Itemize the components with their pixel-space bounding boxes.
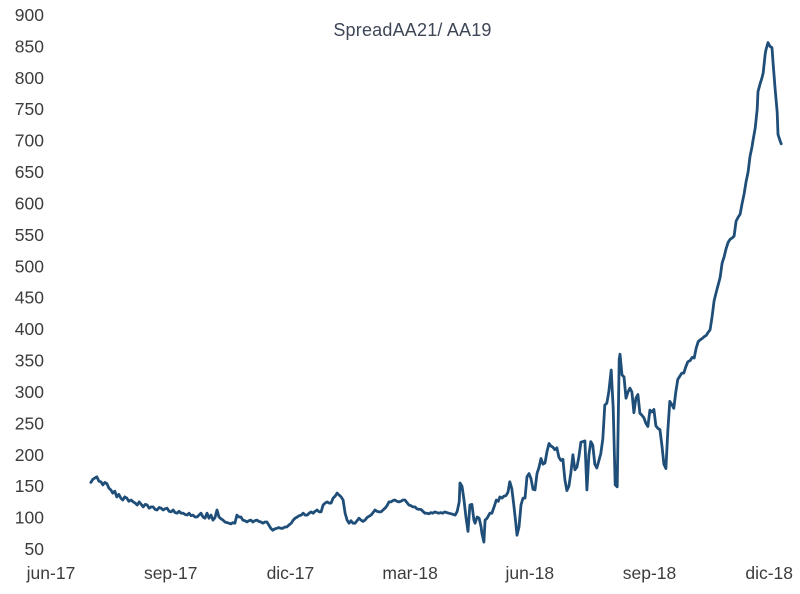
- spread-series-line: [89, 41, 783, 544]
- y-tick-label: 900: [15, 5, 44, 25]
- x-tick-label: mar-18: [382, 563, 437, 583]
- x-tick-label: jun-17: [26, 563, 76, 583]
- x-tick-label: dic-18: [745, 563, 793, 583]
- x-tick-label: dic-17: [267, 563, 315, 583]
- y-tick-label: 500: [15, 256, 44, 276]
- x-tick-label: sep-17: [144, 563, 198, 583]
- y-tick-label: 100: [15, 508, 44, 528]
- y-tick-label: 600: [15, 193, 44, 213]
- y-tick-label: 800: [15, 68, 44, 88]
- y-tick-label: 450: [15, 288, 44, 308]
- y-tick-label: 350: [15, 351, 44, 371]
- x-tick-label: sep-18: [623, 563, 677, 583]
- y-tick-label: 200: [15, 445, 44, 465]
- y-tick-label: 650: [15, 162, 44, 182]
- y-tick-label: 300: [15, 382, 44, 402]
- x-axis-tick-labels: jun-17 sep-17 dic-17 mar-18 jun-18 sep-18 dic-…: [26, 563, 793, 583]
- y-axis-tick-labels: 50 100 150 200 250 300 350 400 450 500 550 600 650 70…: [15, 5, 44, 559]
- y-tick-label: 850: [15, 36, 44, 56]
- y-tick-label: 250: [15, 413, 44, 433]
- y-tick-label: 750: [15, 99, 44, 119]
- chart-title: SpreadAA21/ AA19: [333, 20, 492, 40]
- y-tick-label: 550: [15, 225, 44, 245]
- y-tick-label: 700: [15, 131, 44, 151]
- x-tick-label: jun-18: [504, 563, 554, 583]
- y-tick-label: 150: [15, 476, 44, 496]
- y-tick-label: 400: [15, 319, 44, 339]
- y-tick-label: 50: [25, 539, 45, 559]
